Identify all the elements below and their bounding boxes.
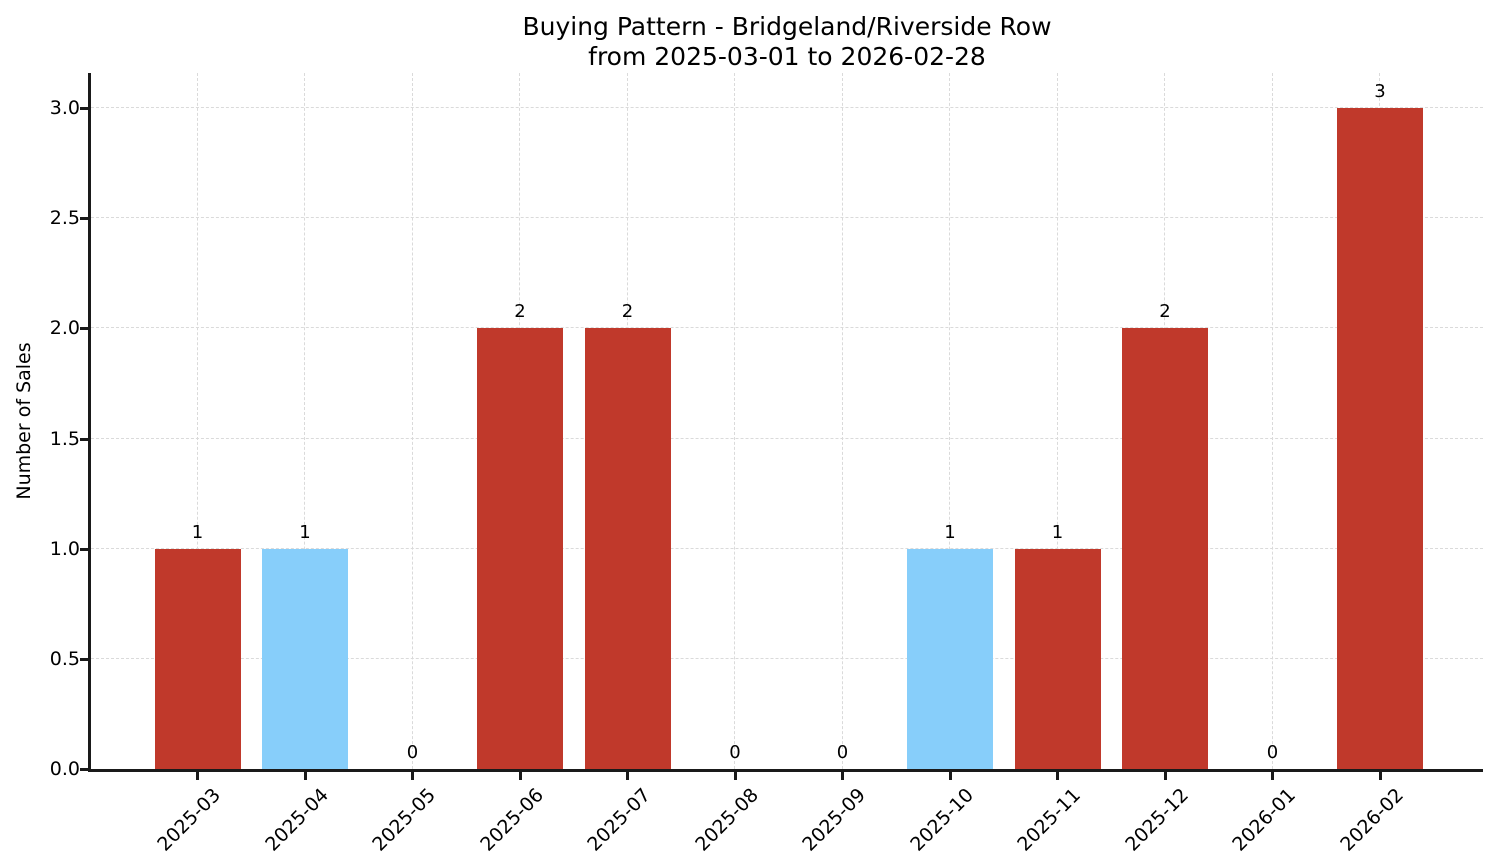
y-tick-label: 3.0 (49, 97, 80, 119)
y-tick-label: 0.5 (49, 647, 80, 670)
bar-value-label: 2 (1159, 301, 1171, 323)
y-tick-mark (80, 437, 88, 441)
y-axis-label: Number of Sales (13, 342, 35, 500)
x-tick-label: 2025-03 (153, 784, 226, 856)
bar (262, 548, 348, 769)
y-tick-mark (80, 547, 88, 551)
x-tick-label: 2026-02 (1335, 784, 1408, 856)
x-tick-mark (1056, 772, 1059, 780)
bar-value-label: 1 (299, 521, 311, 543)
gridline-horizontal (91, 657, 1483, 659)
x-tick-mark (1163, 772, 1167, 780)
bar-value-label: 1 (944, 521, 956, 543)
x-tick-label: 2025-07 (583, 784, 656, 856)
chart-title-block: Buying Pattern - Bridgeland/Riverside Ro… (91, 12, 1483, 72)
y-tick-label: 1.0 (49, 537, 80, 560)
bar (907, 548, 993, 769)
x-tick-label: 2025-08 (690, 784, 763, 856)
gridline-vertical (411, 73, 413, 769)
x-tick-label: 2025-09 (798, 784, 871, 856)
gridline-vertical (949, 73, 950, 769)
y-tick-mark (80, 217, 88, 221)
x-tick-mark (1271, 772, 1274, 780)
bar (1337, 108, 1423, 769)
gridline-horizontal (91, 107, 1483, 108)
y-tick-label: 0.0 (49, 758, 80, 780)
bar-value-label: 0 (406, 742, 419, 763)
gridline-horizontal (91, 437, 1483, 439)
y-tick-mark (80, 107, 88, 110)
chart-subtitle: from 2025-03-01 to 2026-02-28 (588, 42, 986, 71)
x-tick-mark (841, 772, 844, 780)
x-tick-mark (733, 772, 737, 780)
gridline-vertical (734, 73, 735, 769)
bar-value-label: 0 (1266, 742, 1279, 763)
bar (1014, 548, 1101, 769)
chart-title: Buying Pattern - Bridgeland/Riverside Ro… (522, 12, 1052, 41)
y-tick-label: 2.0 (49, 317, 80, 340)
bar-value-label: 0 (729, 742, 741, 763)
bar-value-label: 1 (1051, 521, 1064, 543)
x-tick-mark (518, 772, 522, 780)
gridline-horizontal (91, 217, 1483, 219)
y-tick-label: 1.5 (49, 427, 80, 450)
x-tick-mark (196, 772, 199, 780)
x-tick-label: 2025-12 (1120, 784, 1193, 856)
x-tick-mark (626, 772, 629, 780)
gridline-horizontal (91, 547, 1483, 549)
x-tick-mark (411, 772, 414, 780)
x-tick-label: 2025-11 (1013, 784, 1086, 856)
bar (154, 548, 241, 769)
bar-value-label: 3 (1374, 81, 1386, 102)
plot-area: 1 1 0 2 2 0 0 1 1 2 0 3 (88, 73, 1483, 772)
bar (584, 328, 671, 769)
gridline-vertical (1271, 73, 1273, 769)
y-tick-label: 2.5 (49, 207, 80, 230)
bar-value-label: 0 (836, 742, 849, 763)
x-tick-mark (303, 772, 307, 780)
x-tick-label: 2026-01 (1228, 784, 1301, 856)
x-tick-label: 2025-10 (905, 784, 978, 856)
bar-value-label: 2 (621, 301, 634, 323)
y-tick-mark (80, 768, 88, 771)
gridline-vertical (304, 73, 305, 769)
x-tick-label: 2025-05 (368, 784, 441, 856)
bar-value-label: 2 (514, 301, 526, 323)
gridline-vertical (1056, 73, 1058, 769)
x-tick-label: 2025-04 (260, 784, 333, 856)
y-tick-mark (80, 657, 88, 661)
gridline-vertical (841, 73, 843, 769)
x-tick-mark (948, 772, 952, 780)
y-tick-mark (80, 327, 88, 331)
bar (477, 328, 563, 769)
gridline-horizontal (91, 327, 1483, 329)
x-tick-label: 2025-06 (475, 784, 548, 856)
bar-value-label: 1 (191, 521, 204, 543)
bar (1122, 328, 1208, 769)
gridline-vertical (196, 73, 198, 769)
x-tick-mark (1378, 772, 1382, 780)
